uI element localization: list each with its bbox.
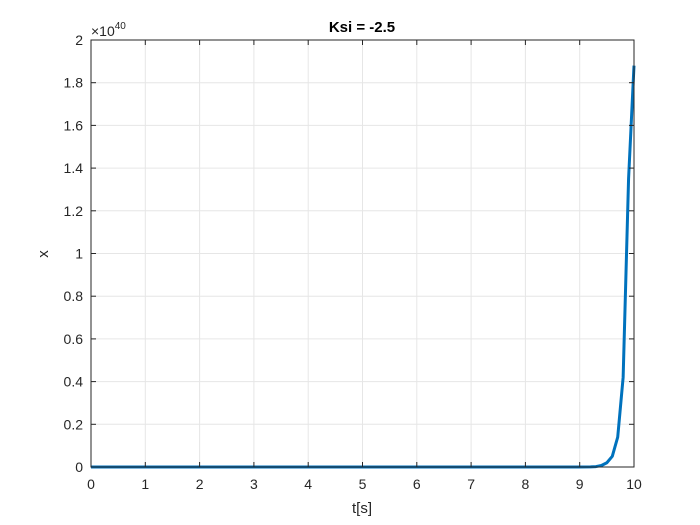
y-tick-label: 0.6: [64, 331, 84, 347]
y-tick-label: 1.8: [64, 75, 84, 91]
y-tick-label: 1: [75, 246, 83, 262]
axes-box: [90, 39, 635, 468]
chart-title: Ksi = -2.5: [329, 19, 395, 36]
y-tick-label: 0.4: [64, 374, 84, 390]
y-tick-label: 0.8: [64, 288, 84, 304]
x-tick-label: 9: [576, 476, 584, 492]
x-tick-label: 2: [196, 476, 204, 492]
y-tick-label: 1.6: [64, 117, 84, 133]
x-tick-label: 4: [304, 476, 312, 492]
y-axis-label: x: [35, 250, 52, 258]
y-tick-label: 1.4: [64, 160, 84, 176]
y-exponent-power: 40: [115, 21, 127, 32]
x-tick-label: 7: [467, 476, 475, 492]
y-tick-label: 0: [75, 459, 83, 475]
y-axis-exponent: ×1040: [91, 21, 126, 39]
x-tick-label: 5: [359, 476, 367, 492]
x-tick-label: 6: [413, 476, 421, 492]
axes: [90, 39, 635, 468]
x-tick-label: 0: [87, 476, 95, 492]
x-tick-label: 10: [626, 476, 642, 492]
x-tick-label: 8: [522, 476, 530, 492]
y-exponent-multiplier: ×10: [91, 23, 115, 39]
y-tick-label: 1.2: [64, 203, 84, 219]
x-tick-label: 1: [141, 476, 149, 492]
y-tick-label: 2: [75, 32, 83, 48]
tick-labels: 0 1 2 3 4 5 6 7 8 9 10 0 0.2 0.4 0.6 0.8 1 1.2 1.4 1.6 1.8 2: [64, 32, 642, 492]
x-tick-label: 3: [250, 476, 258, 492]
x-axis-label: t[s]: [352, 500, 372, 517]
y-tick-label: 0.2: [64, 416, 84, 432]
